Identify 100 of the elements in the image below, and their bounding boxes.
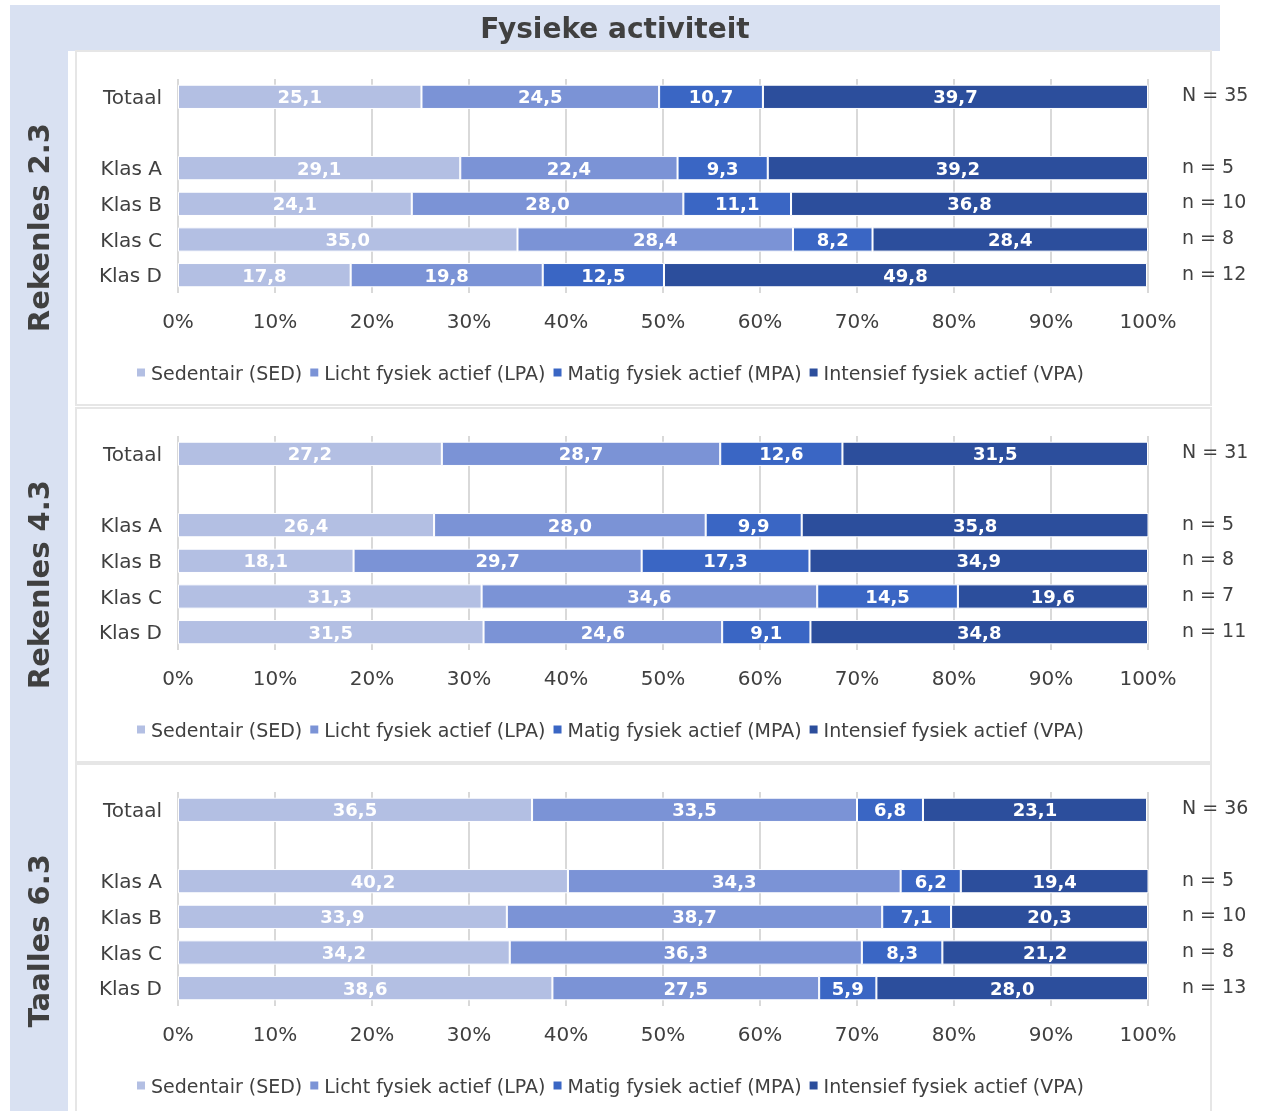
- text: N = 31: [1182, 440, 1249, 463]
- data-label: 19,4: [1032, 870, 1077, 892]
- data-label: 6,8: [874, 799, 906, 821]
- text: n = 5: [1182, 511, 1235, 534]
- x-tick-label: 90%: [1028, 309, 1074, 333]
- data-label: 38,7: [672, 906, 717, 928]
- data-label: 28,7: [558, 443, 604, 465]
- data-label: 11,1: [714, 193, 760, 215]
- x-tick-label: 0%: [162, 1022, 194, 1046]
- data-label: 12,6: [759, 443, 804, 465]
- x-tick-label: 100%: [1119, 666, 1177, 690]
- data-label: 28,0: [547, 514, 593, 536]
- data-label: 8,3: [886, 942, 919, 963]
- data-label: 5,9: [831, 977, 864, 999]
- x-tick-label: 60%: [737, 666, 783, 690]
- data-label: 27,5: [663, 977, 709, 999]
- text: n = 7: [1182, 583, 1235, 605]
- x-tick-label: 40%: [543, 309, 589, 333]
- x-tick-label: 100%: [1119, 1022, 1177, 1046]
- data-label: 7,1: [900, 906, 933, 928]
- x-tick-label: 10%: [252, 1022, 298, 1046]
- text: n = 12: [1182, 261, 1247, 284]
- x-tick-label: 60%: [737, 309, 783, 333]
- data-label: 49,8: [883, 264, 928, 286]
- x-tick-label: 70%: [834, 309, 880, 333]
- y-axis-title: Taalles 6.3: [22, 853, 56, 1028]
- x-tick-label: 10%: [252, 309, 298, 333]
- data-label: 29,1: [296, 157, 342, 179]
- data-label: 9,1: [750, 621, 783, 643]
- text: n = 11: [1182, 618, 1247, 641]
- legend-label: Licht fysiek actief (LPA): [324, 1074, 546, 1097]
- data-label: 34,3: [712, 870, 757, 892]
- text: n = 10: [1182, 190, 1247, 213]
- data-label: 34,8: [957, 621, 1002, 643]
- y-tick-label: Klas A: [100, 513, 163, 538]
- data-label: 31,3: [307, 586, 353, 607]
- legend-label: Intensief fysiek actief (VPA): [823, 1074, 1084, 1097]
- data-label: 34,6: [627, 586, 672, 607]
- data-label: 39,7: [933, 86, 978, 108]
- x-tick-label: 50%: [640, 309, 686, 333]
- data-label: 24,6: [580, 621, 626, 643]
- y-tick-label: Totaal: [102, 441, 162, 466]
- data-label: 23,1: [1012, 799, 1058, 821]
- data-label: 20,3: [1027, 906, 1072, 928]
- x-tick-label: 0%: [162, 666, 194, 690]
- legend-label: Matig fysiek actief (MPA): [567, 361, 802, 384]
- data-label: 22,4: [546, 157, 592, 179]
- data-label: 9,3: [706, 157, 739, 179]
- data-label: 27,2: [287, 443, 333, 465]
- text: n = 10: [1182, 903, 1247, 926]
- text: n = 13: [1182, 974, 1247, 997]
- legend-label: Licht fysiek actief (LPA): [324, 718, 546, 741]
- data-label: 40,2: [350, 870, 396, 892]
- data-label: 29,7: [475, 550, 520, 572]
- data-label: 10,7: [688, 86, 734, 108]
- data-label: 36,8: [947, 193, 992, 215]
- legend-label: Sedentair (SED): [151, 361, 303, 384]
- x-tick-label: 90%: [1028, 1022, 1074, 1046]
- x-tick-label: 30%: [446, 309, 492, 333]
- data-label: 12,5: [581, 264, 626, 286]
- data-label: 19,6: [1030, 586, 1076, 607]
- chart-title: Fysieke activiteit: [10, 5, 1220, 51]
- data-label: 36,3: [663, 942, 709, 963]
- y-tick-label: Klas B: [100, 191, 162, 216]
- y-tick-label: Klas C: [100, 940, 162, 965]
- text: n = 5: [1182, 867, 1235, 890]
- legend-label: Sedentair (SED): [151, 718, 303, 741]
- y-axis-title: Rekenles 4.3: [22, 479, 56, 690]
- data-label: 8,2: [816, 229, 849, 250]
- data-label: 9,9: [737, 514, 770, 536]
- x-tick-label: 50%: [640, 666, 686, 690]
- x-tick-label: 20%: [349, 309, 395, 333]
- data-label: 35,8: [952, 514, 998, 536]
- data-label: 17,8: [242, 264, 287, 286]
- data-label: 35,0: [325, 229, 370, 250]
- text: n = 8: [1182, 939, 1235, 961]
- data-label: 24,5: [518, 86, 563, 108]
- data-label: 14,5: [865, 586, 910, 607]
- x-tick-label: 10%: [252, 666, 298, 690]
- data-label: 34,2: [321, 942, 367, 963]
- data-label: 28,4: [988, 229, 1033, 250]
- y-tick-label: Klas B: [100, 904, 162, 929]
- legend-label: Intensief fysiek actief (VPA): [823, 361, 1084, 384]
- y-tick-label: Klas D: [98, 976, 162, 1001]
- text: n = 8: [1182, 226, 1235, 248]
- text: n = 5: [1182, 154, 1235, 177]
- y-tick-label: Klas C: [100, 227, 162, 252]
- legend-label: Intensief fysiek actief (VPA): [823, 718, 1084, 741]
- y-axis-title: Rekenles 2.3: [22, 122, 56, 333]
- data-label: 33,5: [672, 799, 717, 821]
- x-tick-label: 20%: [349, 666, 395, 690]
- x-tick-label: 80%: [931, 1022, 977, 1046]
- legend-label: Matig fysiek actief (MPA): [567, 718, 802, 741]
- data-label: 18,1: [243, 550, 288, 572]
- data-label: 33,9: [320, 906, 365, 928]
- data-label: 26,4: [283, 514, 329, 536]
- legend-label: Sedentair (SED): [151, 1074, 303, 1097]
- x-tick-label: 0%: [162, 309, 194, 333]
- legend-label: Licht fysiek actief (LPA): [324, 361, 546, 384]
- data-label: 25,1: [277, 86, 322, 108]
